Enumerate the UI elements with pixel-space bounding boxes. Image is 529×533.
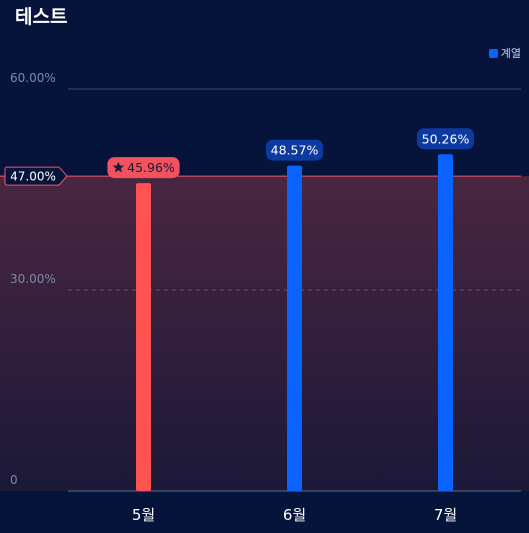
value-label-bg-1	[265, 139, 324, 161]
y-tick-label: 0	[10, 473, 18, 487]
legend-swatch	[488, 48, 498, 58]
star-icon	[112, 161, 125, 173]
x-tick-label-2: 7월	[434, 506, 457, 524]
legend-label: 계열	[500, 47, 521, 60]
legend[interactable]: 계열	[488, 45, 521, 61]
value-label-1: 48.57%	[271, 143, 319, 158]
y-tick-label: 60.00%	[10, 71, 56, 85]
chart-title: 테스트	[15, 6, 68, 28]
bar-2[interactable]	[438, 154, 453, 491]
bar-1[interactable]	[287, 165, 302, 491]
target-label: 47.00%	[10, 170, 56, 184]
x-tick-label-0: 5월	[132, 506, 155, 524]
value-label-bg-0	[107, 157, 180, 179]
value-label-0: 45.96%	[127, 160, 175, 175]
value-label-bg-2	[416, 128, 475, 150]
x-tick-label-1: 6월	[283, 506, 306, 524]
y-tick-label: 30.00%	[10, 272, 56, 286]
value-label-2: 50.26%	[422, 131, 470, 146]
target-tag	[4, 166, 68, 186]
bar-0[interactable]	[136, 183, 151, 491]
